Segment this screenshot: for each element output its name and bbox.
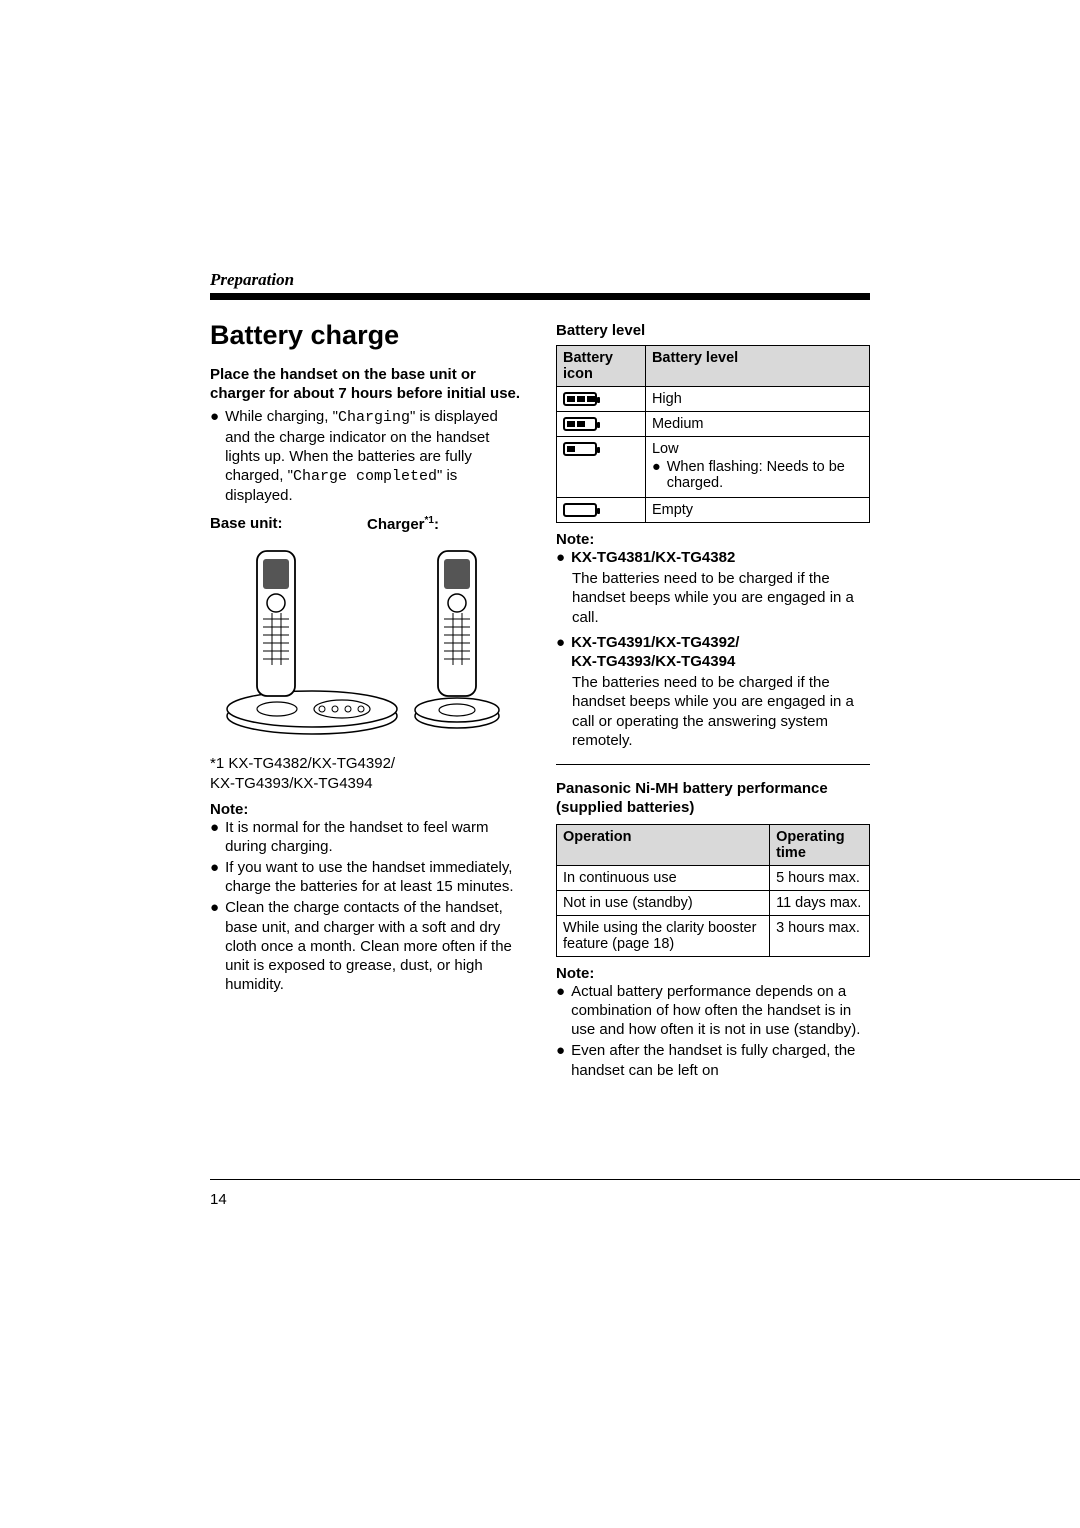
operating-time-cell: 11 days max. <box>770 890 870 915</box>
charging-code-1: Charging <box>338 409 410 426</box>
footnote-text: *1 KX-TG4382/KX-TG4392/ KX-TG4393/KX-TG4… <box>210 754 524 792</box>
separator-bar <box>210 293 870 300</box>
charger-label: Charger <box>367 516 425 533</box>
note-label-right: Note: <box>556 531 870 548</box>
bullet-icon: ● <box>556 1041 565 1079</box>
perf-note-bullet: ●Actual battery performance depends on a… <box>556 982 870 1040</box>
charging-bullet: ● While charging, "Charging" is displaye… <box>210 407 524 505</box>
note-bullet: ●If you want to use the handset immediat… <box>210 858 524 896</box>
table-row: Medium <box>557 412 870 437</box>
note-label-perf: Note: <box>556 965 870 982</box>
battery-table-col-level: Battery level <box>645 346 869 387</box>
note-text: Clean the charge contacts of the handset… <box>225 898 524 994</box>
battery-table-col-icon: Battery icon <box>557 346 646 387</box>
battery-level-heading: Battery level <box>556 322 870 339</box>
bullet-icon: ● <box>210 858 219 896</box>
bullet-icon: ● <box>556 633 565 671</box>
model-note-bullet: ●KX-TG4391/KX-TG4392/ KX-TG4393/KX-TG439… <box>556 633 870 671</box>
perf-note-text: Even after the handset is fully charged,… <box>571 1041 870 1079</box>
table-row: While using the clarity booster feature … <box>557 915 870 956</box>
intro-text: Place the handset on the base unit or ch… <box>210 365 524 403</box>
table-row: In continuous use5 hours max. <box>557 865 870 890</box>
note-label-left: Note: <box>210 801 524 818</box>
battery-icon <box>563 442 597 456</box>
battery-level-cell: Low●When flashing: Needs to be charged. <box>645 437 869 498</box>
operating-time-cell: 5 hours max. <box>770 865 870 890</box>
charging-code-2: Charge completed <box>293 468 437 485</box>
page-title: Battery charge <box>210 320 524 351</box>
bullet-icon: ● <box>210 818 219 856</box>
battery-icon-cell <box>557 437 646 498</box>
battery-icon-cell <box>557 387 646 412</box>
battery-icon <box>563 503 597 517</box>
bullet-icon: ● <box>556 548 565 567</box>
battery-level-cell: High <box>645 387 869 412</box>
page-number: 14 <box>210 1191 227 1208</box>
note-text: If you want to use the handset immediate… <box>225 858 524 896</box>
model-note-text: The batteries need to be charged if the … <box>572 673 870 750</box>
perf-table-col-op: Operation <box>557 824 770 865</box>
table-row: Empty <box>557 498 870 523</box>
operating-time-cell: 3 hours max. <box>770 915 870 956</box>
battery-level-cell: Medium <box>645 412 869 437</box>
performance-heading: Panasonic Ni-MH battery performance (sup… <box>556 779 870 818</box>
charger-colon: : <box>434 516 439 533</box>
note-bullet: ●Clean the charge contacts of the handse… <box>210 898 524 994</box>
battery-level-cell: Empty <box>645 498 869 523</box>
charger-superscript: *1 <box>425 515 434 526</box>
note-bullet: ●It is normal for the handset to feel wa… <box>210 818 524 856</box>
bullet-icon: ● <box>652 459 661 491</box>
model-number: KX-TG4381/KX-TG4382 <box>571 549 735 566</box>
table-row: Low●When flashing: Needs to be charged. <box>557 437 870 498</box>
charging-text-a: While charging, " <box>225 408 338 425</box>
battery-level-table: Battery icon Battery level HighMediumLow… <box>556 345 870 523</box>
model-number: KX-TG4391/KX-TG4392/ KX-TG4393/KX-TG4394 <box>571 634 739 670</box>
battery-icon-cell <box>557 498 646 523</box>
battery-icon <box>563 392 597 406</box>
model-note-bullet: ● KX-TG4381/KX-TG4382 <box>556 548 870 567</box>
flashing-text: When flashing: Needs to be charged. <box>667 459 863 491</box>
handset-illustration <box>210 541 524 741</box>
table-row: High <box>557 387 870 412</box>
battery-icon <box>563 417 597 431</box>
section-heading: Preparation <box>210 270 870 290</box>
note-text: It is normal for the handset to feel war… <box>225 818 524 856</box>
operation-cell: Not in use (standby) <box>557 890 770 915</box>
bullet-icon: ● <box>210 407 219 505</box>
perf-note-bullet: ●Even after the handset is fully charged… <box>556 1041 870 1079</box>
performance-table: Operation Operating time In continuous u… <box>556 824 870 957</box>
operation-cell: In continuous use <box>557 865 770 890</box>
perf-table-col-time: Operating time <box>770 824 870 865</box>
model-note-text: The batteries need to be charged if the … <box>572 569 870 627</box>
base-unit-label: Base unit: <box>210 515 367 533</box>
operation-cell: While using the clarity booster feature … <box>557 915 770 956</box>
bullet-icon: ● <box>556 982 565 1040</box>
bullet-icon: ● <box>210 898 219 994</box>
perf-note-text: Actual battery performance depends on a … <box>571 982 870 1040</box>
table-row: Not in use (standby)11 days max. <box>557 890 870 915</box>
battery-icon-cell <box>557 412 646 437</box>
